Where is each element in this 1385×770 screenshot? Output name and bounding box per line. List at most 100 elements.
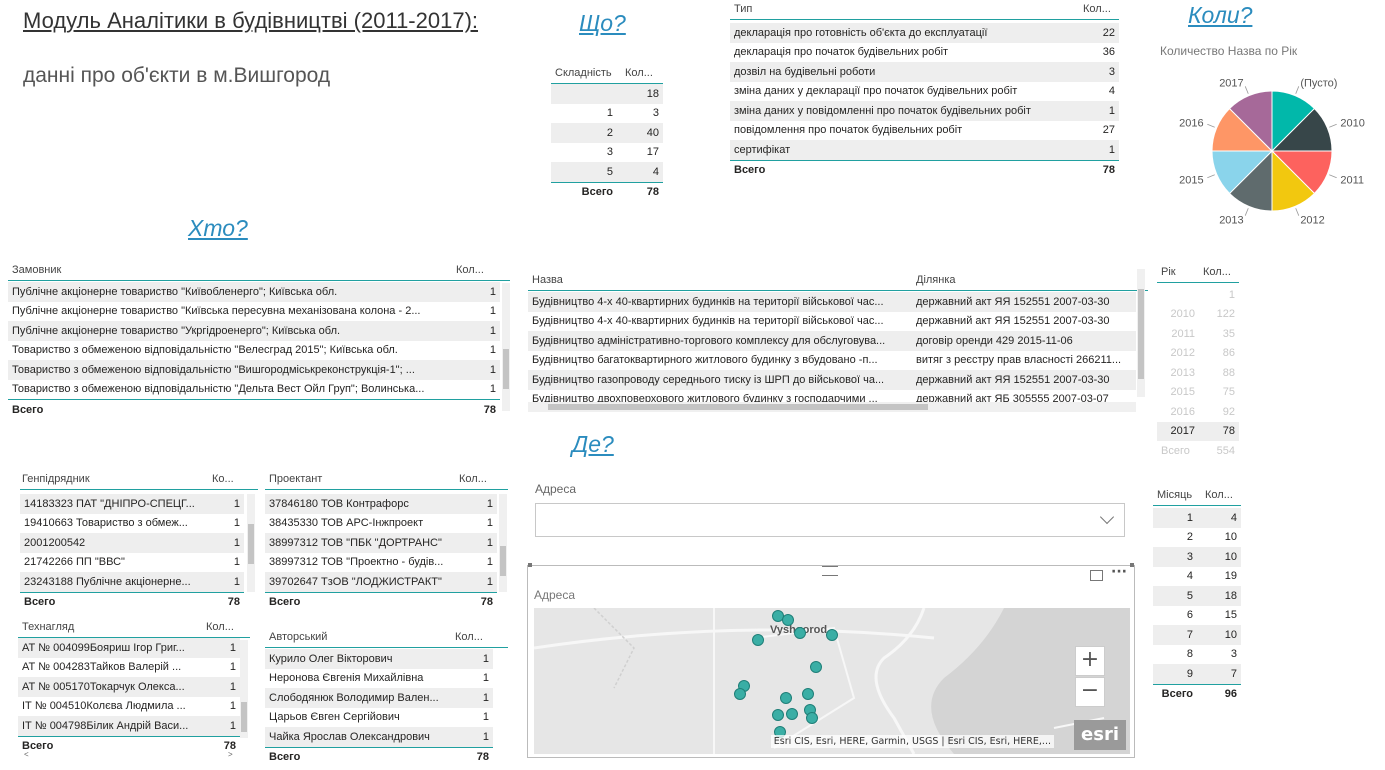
column-header[interactable]: Кол...: [1203, 266, 1231, 278]
table-row[interactable]: 19410663 Товариство з обмеж... 1: [20, 514, 244, 534]
table-row[interactable]: 38435330 ТОВ АРС-Інжпроект 1: [265, 514, 497, 534]
column-header[interactable]: Назва: [532, 274, 563, 286]
table-row[interactable]: 2015 75: [1157, 383, 1239, 403]
zoom-out-button[interactable]: −: [1075, 677, 1105, 707]
table-row[interactable]: АТ № 005170Токарчук Олекса... 1: [18, 677, 240, 697]
table-row[interactable]: зміна даних у повідомленні про початок б…: [730, 101, 1119, 121]
map-point[interactable]: [752, 634, 764, 646]
table-row[interactable]: дозвіл на будівельні роботи 3: [730, 62, 1119, 82]
table-row[interactable]: Товариство з обмеженою відповідальністю …: [8, 341, 500, 361]
vertical-scrollbar[interactable]: [502, 283, 510, 411]
vertical-scrollbar[interactable]: [1137, 269, 1145, 397]
table-row[interactable]: Будівництво газопроводу середнього тиску…: [528, 370, 1136, 390]
table-row[interactable]: 18: [551, 84, 663, 104]
table-row[interactable]: Неронова Євгенія Михайлівна 1: [265, 669, 493, 689]
scrollbar-thumb[interactable]: [1138, 289, 1144, 379]
table-row[interactable]: Будівництво 4-х 40-квартирних будинків н…: [528, 292, 1136, 312]
table-row[interactable]: Будівництво 4-х 40-квартирних будинків н…: [528, 312, 1136, 332]
table-row[interactable]: 2012 86: [1157, 344, 1239, 364]
table-row[interactable]: 4 19: [1153, 567, 1241, 587]
table-row[interactable]: ІТ № 004798Білик Андрій Васи... 1: [18, 716, 240, 736]
table-row[interactable]: АТ № 004283Тайков Валерій ... 1: [18, 658, 240, 678]
vertical-scrollbar[interactable]: [247, 494, 255, 592]
scrollbar-thumb[interactable]: [248, 524, 254, 564]
table-row[interactable]: 5 18: [1153, 586, 1241, 606]
column-header[interactable]: Кол...: [206, 621, 234, 633]
map-point[interactable]: [826, 629, 838, 641]
column-header[interactable]: Ділянка: [916, 274, 956, 286]
table-row[interactable]: 21742266 ПП "ВВС" 1: [20, 553, 244, 573]
column-header[interactable]: Кол...: [1205, 489, 1233, 501]
drag-handle-icon[interactable]: [822, 566, 838, 576]
column-header[interactable]: Авторський: [269, 631, 328, 643]
map-point[interactable]: [780, 692, 792, 704]
pie-slice[interactable]: [1228, 90, 1273, 153]
table-row[interactable]: 23243188 Публічне акціонерне... 1: [20, 572, 244, 592]
resize-handle-icon[interactable]: [528, 563, 532, 567]
map-point[interactable]: [782, 614, 794, 626]
table-row[interactable]: 38997312 ТОВ "Проектно - будів... 1: [265, 553, 497, 573]
scroll-left-icon[interactable]: <: [24, 750, 29, 759]
table-row[interactable]: АТ № 004099Бояриш Ігор Григ... 1: [18, 638, 240, 658]
column-header[interactable]: Тип: [734, 3, 753, 15]
table-row[interactable]: 2001200542 1: [20, 533, 244, 553]
chevron-down-icon[interactable]: [1099, 509, 1115, 525]
scrollbar-thumb[interactable]: [548, 404, 928, 410]
table-row[interactable]: Публічне акціонерне товариство "Київобле…: [8, 282, 500, 302]
column-header[interactable]: Кол...: [456, 264, 484, 276]
more-options-icon[interactable]: ···: [1111, 564, 1127, 580]
vertical-scrollbar[interactable]: [240, 640, 248, 738]
table-row[interactable]: 2016 92: [1157, 402, 1239, 422]
table-row[interactable]: Товариство з обмеженою відповідальністю …: [8, 380, 500, 400]
map-point[interactable]: [734, 688, 746, 700]
table-row[interactable]: Царьов Євген Сергійович 1: [265, 708, 493, 728]
table-row[interactable]: Чайка Ярослав Олександрович 1: [265, 727, 493, 747]
column-header[interactable]: Замовник: [12, 264, 62, 276]
table-row[interactable]: зміна даних у декларації про початок буд…: [730, 82, 1119, 102]
map-canvas[interactable]: Vyshgorod + − Esri CIS, Esri, HERE, Garm…: [534, 608, 1130, 754]
table-row[interactable]: Товариство з обмеженою відповідальністю …: [8, 360, 500, 380]
table-row[interactable]: 3 10: [1153, 547, 1241, 567]
table-row[interactable]: декларація про готовність об'єкта до екс…: [730, 23, 1119, 43]
table-row[interactable]: 2 10: [1153, 528, 1241, 548]
table-row[interactable]: 2013 88: [1157, 363, 1239, 383]
scrollbar-thumb[interactable]: [500, 546, 506, 576]
zoom-in-button[interactable]: +: [1075, 646, 1105, 676]
table-row[interactable]: сертифікат 1: [730, 140, 1119, 160]
column-header[interactable]: Місяць: [1157, 489, 1193, 501]
column-header[interactable]: Рік: [1161, 266, 1176, 278]
scroll-right-icon[interactable]: >: [228, 750, 233, 759]
table-row[interactable]: 2010 122: [1157, 305, 1239, 325]
table-row[interactable]: 38997312 ТОВ "ПБК "ДОРТРАНС" 1: [265, 533, 497, 553]
table-row[interactable]: 3 17: [551, 143, 663, 163]
column-header[interactable]: Кол...: [1083, 3, 1111, 15]
vertical-scrollbar[interactable]: [499, 494, 507, 592]
horizontal-scrollbar[interactable]: [528, 402, 1136, 412]
column-header[interactable]: Генпідрядник: [22, 473, 90, 485]
focus-mode-icon[interactable]: [1090, 570, 1103, 581]
scrollbar-thumb[interactable]: [241, 702, 247, 732]
table-row[interactable]: 2017 78: [1157, 421, 1239, 441]
table-row[interactable]: Курило Олег Вікторович 1: [265, 649, 493, 669]
table-row[interactable]: декларація про початок будівельних робіт…: [730, 43, 1119, 63]
map-point[interactable]: [786, 708, 798, 720]
map-point[interactable]: [772, 709, 784, 721]
resize-handle-icon[interactable]: [1130, 563, 1134, 567]
column-header[interactable]: Технагляд: [22, 621, 75, 633]
table-row[interactable]: ІТ № 004510Колєва Людмила ... 1: [18, 697, 240, 717]
table-row[interactable]: Публічне акціонерне товариство "Київська…: [8, 302, 500, 322]
table-row[interactable]: Слободянюк Володимир Вален... 1: [265, 688, 493, 708]
column-header[interactable]: Кол...: [455, 631, 483, 643]
map-point[interactable]: [806, 712, 818, 724]
table-row[interactable]: Публічне акціонерне товариство "Укргідро…: [8, 321, 500, 341]
table-row[interactable]: 39702647 ТзОВ "ЛОДЖИСТРАКТ" 1: [265, 572, 497, 592]
table-row[interactable]: 2011 35: [1157, 324, 1239, 344]
map-point[interactable]: [810, 661, 822, 673]
table-row[interactable]: 6 15: [1153, 606, 1241, 626]
scrollbar-thumb[interactable]: [503, 349, 509, 389]
table-row[interactable]: 1: [1157, 285, 1239, 305]
table-row[interactable]: 37846180 ТОВ Контрафорс 1: [265, 494, 497, 514]
